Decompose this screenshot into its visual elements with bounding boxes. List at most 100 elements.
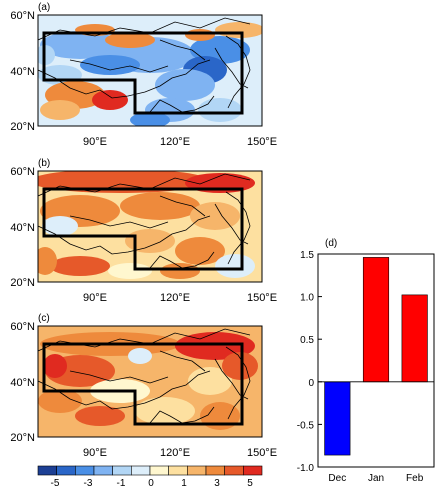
x-tick-label: Jan <box>368 473 384 484</box>
shading-patch <box>135 397 195 425</box>
colorbar-segment <box>56 465 76 476</box>
shading-patch <box>38 171 210 193</box>
colorbar-segment <box>187 465 207 476</box>
shading-patch <box>65 229 135 253</box>
lat-label-c-60: 60°N <box>10 321 35 333</box>
lon-label-a-90: 90°E <box>83 136 107 148</box>
colorbar <box>37 465 263 476</box>
lon-label-b-90: 90°E <box>83 292 107 304</box>
shading-patch <box>40 31 120 59</box>
colorbar-tick-label: 0 <box>148 478 154 489</box>
shading-patch <box>155 69 215 101</box>
bar-dec <box>324 381 351 456</box>
colorbar-segment <box>75 465 95 476</box>
shading-patch <box>105 32 155 48</box>
lat-label-c-40: 40°N <box>10 377 35 389</box>
map-panel-a: (a) <box>37 2 263 127</box>
shading-patch <box>43 354 67 378</box>
lat-label-a-60: 60°N <box>10 10 35 22</box>
lon-label-b-150: 150°E <box>247 292 277 304</box>
map-b-shading <box>38 171 255 279</box>
y-tick-label: -1.0 <box>297 463 315 474</box>
colorbar-segment <box>224 465 244 476</box>
colorbar-segment <box>112 465 132 476</box>
panel-label-d: (d) <box>325 238 337 249</box>
shading-patch <box>160 263 200 279</box>
colorbar-segment <box>131 465 151 476</box>
map-c-frame <box>37 325 263 438</box>
x-tick-label: Dec <box>328 473 346 484</box>
lat-label-b-20: 20°N <box>10 277 35 289</box>
colorbar-tick-label: -5 <box>51 478 60 489</box>
shading-patch <box>38 45 55 65</box>
shading-patch <box>222 352 258 380</box>
lat-label-a-40: 40°N <box>10 66 35 78</box>
colorbar-tick-label: -1 <box>117 478 126 489</box>
map-panel-b: (b) <box>37 158 263 283</box>
panel-label-a: (a) <box>38 2 50 13</box>
y-tick-label: 0 <box>308 378 314 389</box>
shading-patch <box>42 216 78 236</box>
shading-patch <box>38 247 57 275</box>
panel-label-c: (c) <box>38 313 50 324</box>
map-a-frame <box>37 14 263 127</box>
shading-patch <box>50 256 110 276</box>
colorbar-tick-label: 3 <box>214 478 220 489</box>
map-b-frame <box>37 170 263 283</box>
lon-label-c-150: 150°E <box>247 447 277 459</box>
shading-patch <box>215 254 255 278</box>
lon-label-c-120: 120°E <box>160 447 190 459</box>
panel-label-b: (b) <box>38 158 50 169</box>
shading-patch <box>40 100 80 120</box>
bar-jan <box>362 257 390 383</box>
shading-patch <box>120 192 200 220</box>
y-tick-label: 1.5 <box>300 250 314 261</box>
map-axis-labels: 60°N 40°N 20°N 90°E 120°E 150°E 60°N 40°… <box>10 10 277 459</box>
lat-label-b-60: 60°N <box>10 166 35 178</box>
shading-patch <box>38 389 82 413</box>
lat-label-c-20: 20°N <box>10 432 35 444</box>
shading-patch <box>128 348 152 364</box>
shading-patch <box>130 112 170 126</box>
colorbar-segment <box>37 465 57 476</box>
colorbar-tick-label: -3 <box>84 478 93 489</box>
shading-patch <box>198 98 242 122</box>
shading-patch <box>188 367 232 395</box>
y-tick-label: 0.5 <box>300 335 314 346</box>
colorbar-segment <box>243 465 263 476</box>
bar-chart-frame <box>317 253 435 468</box>
lon-label-c-90: 90°E <box>83 447 107 459</box>
lon-label-a-120: 120°E <box>160 136 190 148</box>
colorbar-tick-labels: -5 -3 -1 0 1 3 5 <box>51 478 254 489</box>
lat-label-b-40: 40°N <box>10 222 35 234</box>
colorbar-segment <box>93 465 113 476</box>
x-tick-label: Feb <box>406 473 424 484</box>
shading-patch <box>125 229 175 253</box>
region-box-c <box>42 342 244 426</box>
colorbar-tick-label: 1 <box>181 478 187 489</box>
shading-patch <box>175 237 225 265</box>
shading-patch <box>190 202 240 230</box>
shading-patch <box>215 22 262 38</box>
colorbar-segment <box>168 465 188 476</box>
y-tick-label: 1.0 <box>300 293 314 304</box>
shading-patch <box>185 29 215 41</box>
shading-patch <box>80 55 140 75</box>
lat-label-a-20: 20°N <box>10 121 35 133</box>
region-box-a <box>42 31 244 115</box>
region-box-b <box>42 187 244 271</box>
bar-chart-plot: -1.0 -0.5 0 0.5 1.0 1.5 Dec Jan Feb <box>297 250 435 484</box>
bar-chart-d: (d) -1.0 -0.5 0 0.5 1.0 1.5 Dec Jan Feb <box>297 238 435 484</box>
colorbar-segment <box>149 465 169 476</box>
lon-label-b-120: 120°E <box>160 292 190 304</box>
shading-patch <box>75 406 125 426</box>
map-a-shading <box>38 22 262 126</box>
shading-patch <box>92 90 128 110</box>
map-panel-c: (c) <box>37 313 263 438</box>
shading-patch <box>108 263 152 279</box>
lon-label-a-150: 150°E <box>247 136 277 148</box>
bar-feb <box>401 294 428 383</box>
colorbar-segment <box>205 465 225 476</box>
colorbar-tick-label: 5 <box>247 478 253 489</box>
